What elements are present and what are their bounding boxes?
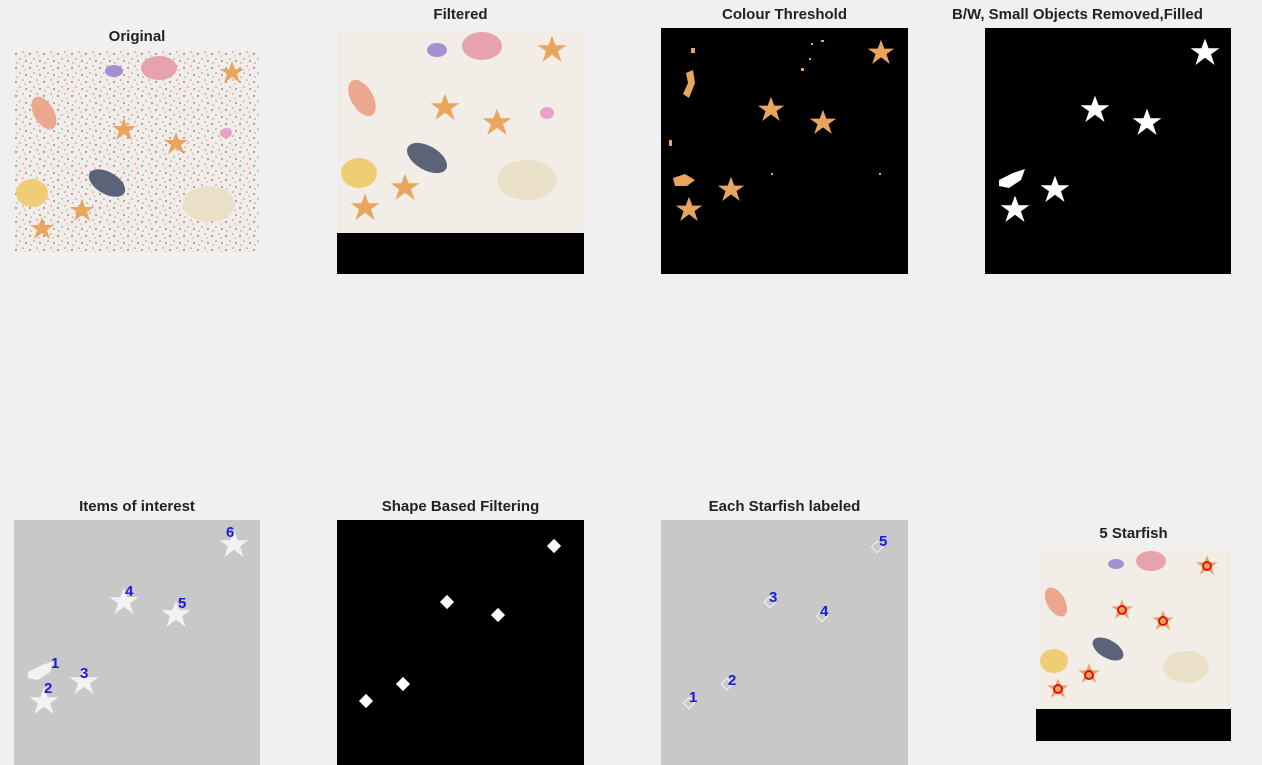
starfish-label-2: 2 <box>728 672 736 689</box>
panel-title-each-starfish: Each Starfish labeled <box>708 498 861 515</box>
panel-title-bw: B/W, Small Objects Removed,Filled <box>952 6 1203 23</box>
shell-pink <box>141 56 177 80</box>
image-shape-filtering <box>337 520 584 765</box>
panel-title-items-of-interest: Items of interest <box>79 498 195 515</box>
panel-title-original: Original <box>108 28 166 45</box>
item-label-6: 6 <box>226 524 234 541</box>
image-bw <box>985 28 1231 274</box>
panel-title-colour-threshold: Colour Threshold <box>722 6 847 23</box>
starfish-label-4: 4 <box>820 603 829 620</box>
image-original <box>14 51 260 252</box>
starfish-label-3: 3 <box>769 589 777 606</box>
starfish-label-5: 5 <box>879 533 887 550</box>
panel-title-shape-filtering: Shape Based Filtering <box>381 498 540 515</box>
item-label-5: 5 <box>178 595 186 612</box>
item-label-1: 1 <box>51 655 59 672</box>
image-each-starfish: 1 2 3 4 5 <box>661 520 908 765</box>
panel-title-filtered: Filtered <box>433 6 488 23</box>
image-colour-threshold <box>661 28 908 274</box>
shell-dark <box>88 169 126 197</box>
marker-circle <box>1202 561 1212 571</box>
panel-title-result: 5 Starfish <box>1099 525 1168 542</box>
item-label-3: 3 <box>80 665 88 682</box>
item-label-2: 2 <box>44 680 52 697</box>
starfish-label-1: 1 <box>689 689 697 706</box>
item-label-4: 4 <box>125 583 134 600</box>
image-items-of-interest: 1 2 3 4 5 6 <box>14 520 260 765</box>
image-result <box>1036 547 1231 741</box>
image-filtered <box>337 28 584 274</box>
